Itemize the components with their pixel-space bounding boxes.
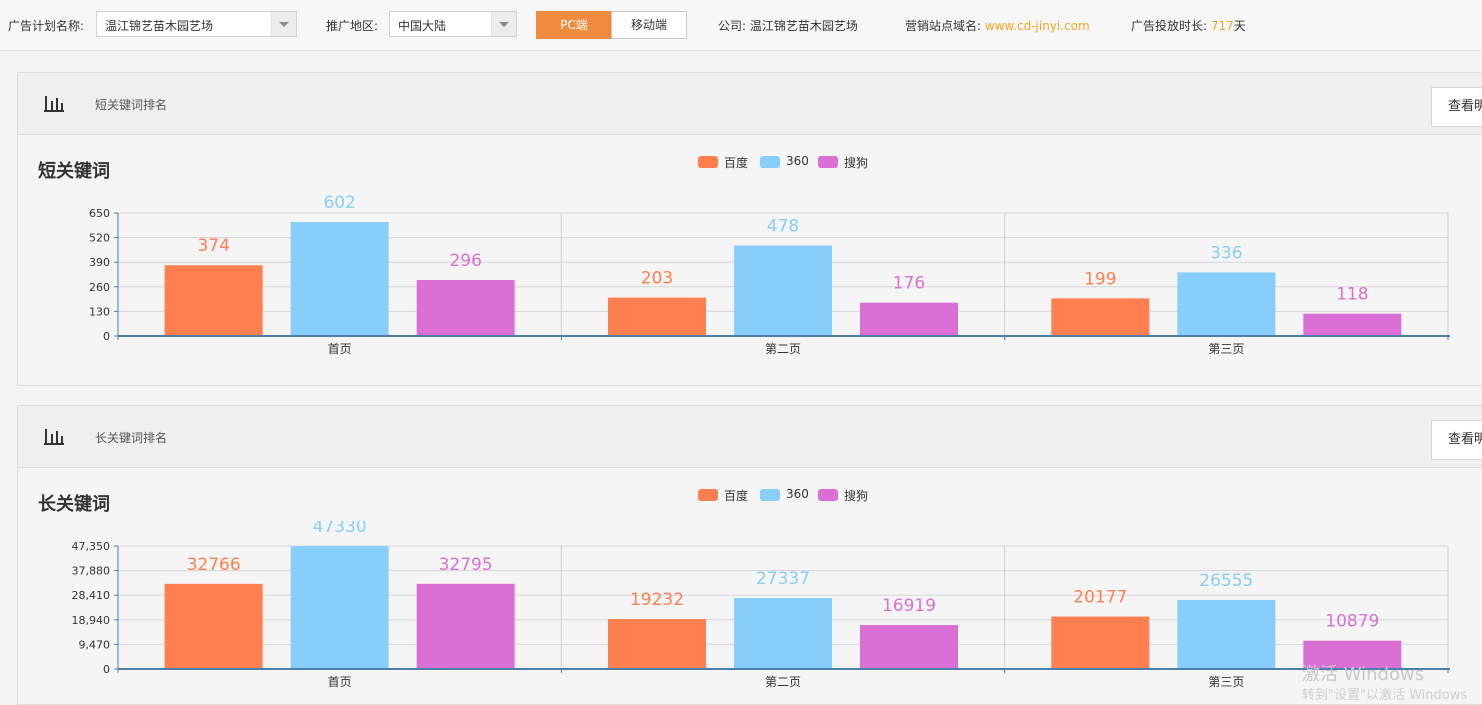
region-label: 推广地区: xyxy=(326,19,379,33)
long-keyword-panel: 长关键词排名 查看明 长关键词 百度 360 搜狗 09,47018,94028… xyxy=(17,405,1482,705)
y-tick-label: 0 xyxy=(103,663,110,676)
short-keyword-panel: 短关键词排名 查看明 短关键词 百度 360 搜狗 01302603905206… xyxy=(17,72,1482,386)
region-select-value: 中国大陆 xyxy=(398,19,447,33)
y-tick-label: 0 xyxy=(103,330,110,343)
y-tick-label: 37,880 xyxy=(72,565,111,578)
panel-header: 长关键词排名 查看明 xyxy=(18,406,1482,468)
bar-sogou xyxy=(416,583,515,669)
bar-baidu xyxy=(608,619,706,669)
windows-activation-hint: 转到"设置"以激活 Windows xyxy=(1302,688,1468,703)
short-keyword-bar-chart: 0 130 260 390 520 650 374 602 296 首页 203 478 176 第二页 1… xyxy=(89,193,1450,356)
y-tick-label: 28,410 xyxy=(72,589,111,602)
chart-title: 长关键词 xyxy=(38,494,110,515)
view-details-button[interactable]: 查看明 xyxy=(1431,87,1482,127)
data-label: 27337 xyxy=(756,569,810,589)
bar-sogou xyxy=(1303,640,1402,669)
company-info: 公司: 温江锦艺苗木园艺场 xyxy=(718,17,858,34)
bar-360 xyxy=(734,597,832,669)
data-label: 32795 xyxy=(439,555,493,575)
domain-value[interactable]: www.cd-jinyi.com xyxy=(984,19,1090,33)
domain-label: 营销站点域名: xyxy=(905,19,985,33)
y-tick-label: 130 xyxy=(89,305,110,318)
bar-360 xyxy=(290,546,389,669)
data-label: 336 xyxy=(1210,243,1242,263)
data-label: 47330 xyxy=(313,521,367,537)
chevron-down-icon[interactable] xyxy=(271,12,296,36)
y-tick-label: 47,350 xyxy=(72,540,111,553)
x-tick-label: 第三页 xyxy=(1208,342,1244,356)
plan-label: 广告计划名称: xyxy=(8,19,85,33)
panel-title: 长关键词排名 xyxy=(95,431,168,445)
data-label: 176 xyxy=(893,274,925,294)
data-label: 26555 xyxy=(1199,571,1253,591)
data-label: 296 xyxy=(449,251,481,271)
data-label: 478 xyxy=(767,217,799,237)
pc-toggle-button[interactable]: PC端 xyxy=(536,11,612,39)
duration-value: 717 xyxy=(1210,19,1234,33)
data-label: 199 xyxy=(1084,269,1116,289)
data-label: 19232 xyxy=(630,590,684,610)
bar-360 xyxy=(1177,600,1276,669)
data-label: 20177 xyxy=(1073,588,1127,608)
bar-baidu xyxy=(164,583,263,669)
y-tick-label: 650 xyxy=(89,207,110,220)
data-label: 203 xyxy=(641,269,673,289)
duration-label: 广告投放时长: xyxy=(1131,19,1211,33)
bar-baidu xyxy=(164,265,263,336)
data-label: 32766 xyxy=(187,555,241,575)
bar-sogou xyxy=(1303,313,1402,336)
bar-360 xyxy=(1177,272,1276,336)
bar-sogou xyxy=(416,279,515,336)
plan-select[interactable]: 温江锦艺苗木园艺场 xyxy=(96,11,297,37)
data-label: 374 xyxy=(197,236,229,256)
plan-select-value: 温江锦艺苗木园艺场 xyxy=(105,19,214,33)
bar-chart-icon xyxy=(44,96,64,112)
data-label: 602 xyxy=(323,193,355,213)
bar-baidu xyxy=(1051,298,1150,336)
x-tick-label: 第三页 xyxy=(1208,675,1244,689)
chart-title: 短关键词 xyxy=(38,161,110,182)
data-label: 16919 xyxy=(882,596,936,616)
long-keyword-bar-chart: 0 9,470 18,940 28,410 37,880 47,350 32766 47330… xyxy=(72,521,1450,689)
chevron-down-icon[interactable] xyxy=(491,12,516,36)
bar-baidu xyxy=(1051,616,1150,669)
data-label: 10879 xyxy=(1325,612,1379,632)
x-tick-label: 第二页 xyxy=(765,675,801,689)
y-tick-label: 520 xyxy=(89,232,110,245)
panel-title: 短关键词排名 xyxy=(95,98,168,112)
region-select[interactable]: 中国大陆 xyxy=(389,11,517,37)
bar-baidu xyxy=(608,297,706,336)
y-tick-label: 9,470 xyxy=(79,638,111,651)
bar-360 xyxy=(734,245,832,336)
windows-activation-watermark: 激活 Windows xyxy=(1302,664,1425,685)
bar-sogou xyxy=(860,302,958,336)
company-value: 温江锦艺苗木园艺场 xyxy=(749,19,858,33)
filter-bar: 广告计划名称: 温江锦艺苗木园艺场 推广地区: 中国大陆 PC端 移动端 公司:… xyxy=(0,0,1482,51)
x-tick-label: 首页 xyxy=(328,342,352,356)
x-tick-label: 第二页 xyxy=(765,342,801,356)
y-tick-label: 18,940 xyxy=(72,614,111,627)
bar-sogou xyxy=(860,625,958,669)
domain-info: 营销站点域名: www.cd-jinyi.com xyxy=(905,17,1090,34)
data-label: 118 xyxy=(1336,285,1368,305)
panel-header: 短关键词排名 查看明 xyxy=(18,73,1482,135)
company-label: 公司: xyxy=(718,19,750,33)
y-tick-label: 260 xyxy=(89,281,110,294)
x-tick-label: 首页 xyxy=(328,675,352,689)
y-tick-label: 390 xyxy=(89,256,110,269)
duration-info: 广告投放时长: 717天 xyxy=(1131,17,1246,34)
duration-unit: 天 xyxy=(1233,19,1246,33)
view-details-button[interactable]: 查看明 xyxy=(1431,420,1482,460)
mobile-toggle-button[interactable]: 移动端 xyxy=(611,11,687,39)
bar-360 xyxy=(290,222,389,336)
bar-chart-icon xyxy=(44,429,64,445)
